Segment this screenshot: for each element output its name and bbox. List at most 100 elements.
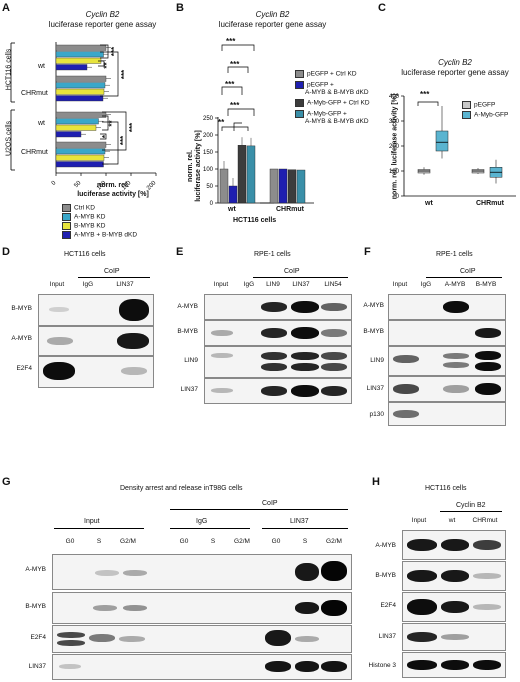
panel-b-title: Cyclin B2 luciferase reporter gene assay: [205, 10, 340, 30]
panel-b-ylabel: norm. rel. luciferase activity [%]: [187, 124, 203, 208]
bar: [55, 64, 88, 71]
panel-d-coip-line: [78, 277, 150, 278]
panel-b-xlabel: HCT116 cells: [233, 217, 277, 224]
panel-f-col-2: IgG: [420, 281, 432, 288]
band: [295, 661, 319, 672]
bar: [228, 185, 238, 204]
band: [43, 362, 75, 380]
panel-h-letter: H: [372, 476, 380, 488]
panel-c-legend-2-label: A-Myb-GFP: [474, 111, 509, 119]
panel-b-legend-5-label: A-Myb-GFP +: [307, 110, 347, 118]
band: [393, 384, 419, 394]
panel-b-sig-1: ***: [226, 37, 236, 46]
band: [261, 386, 287, 396]
panel-a-legend-4-label: A-MYB + B-MYB dKD: [74, 231, 138, 239]
panel-b-legend-5: A-Myb-GFP +: [295, 110, 347, 118]
band: [473, 573, 501, 579]
y-tick-label: 400: [389, 94, 400, 100]
band: [123, 570, 147, 576]
panel-b-legend-6-label: A-MYB & B-MYB dKD: [305, 118, 369, 125]
panel-g-phase-5: S: [210, 538, 216, 545]
panel-e-col-4: LIN37: [292, 281, 310, 288]
panel-a-sig-6: ***: [128, 122, 138, 133]
panel-g-coip: CoIP: [262, 500, 278, 507]
band: [59, 664, 81, 669]
bar: [55, 131, 82, 138]
band: [407, 570, 437, 582]
bar: [269, 168, 279, 204]
band: [443, 301, 469, 313]
band: [473, 540, 501, 550]
band: [441, 660, 469, 670]
panel-c-sig: ***: [420, 90, 430, 99]
bar: [55, 148, 106, 155]
panel-a-row-3: wt: [38, 120, 45, 127]
band: [321, 352, 347, 360]
panel-b-title-gene: Cyclin B2: [255, 10, 290, 19]
band: [261, 302, 287, 312]
x-tick-label: 200: [146, 180, 158, 192]
band: [393, 410, 419, 418]
bar: [55, 141, 107, 148]
panel-f-cells: RPE-1 cells: [436, 251, 473, 258]
panel-b-legend-1-label: pEGFP + Ctrl KD: [307, 70, 357, 78]
panel-a-group-u2os: U2OS cells: [5, 121, 13, 157]
band: [443, 353, 469, 359]
panel-a-legend-2: A-MYB KD: [62, 213, 105, 221]
panel-h-row-4: LIN37: [378, 633, 396, 640]
bar: [278, 168, 288, 204]
panel-d-row-3: E2F4: [16, 365, 32, 372]
band: [441, 634, 469, 640]
panel-b-legend-4: A-Myb-GFP + Ctrl KD: [295, 99, 370, 107]
panel-a-sig-4: **: [107, 120, 117, 127]
bar: [55, 82, 106, 89]
band: [475, 351, 501, 360]
panel-a-row-2: CHRmut: [21, 90, 48, 97]
band: [321, 363, 347, 371]
panel-e-row-1: A-MYB: [177, 303, 198, 310]
panel-d-coip: CoIP: [104, 268, 120, 275]
band: [261, 328, 287, 338]
panel-b-legend-3-label: A-MYB & B-MYB dKD: [305, 89, 369, 96]
panel-a-title-rest: luciferase reporter gene assay: [48, 20, 157, 29]
panel-b-legend-4-label: A-Myb-GFP + Ctrl KD: [307, 99, 370, 107]
panel-f-strip-1: [388, 294, 506, 320]
panel-h-strip-3: [402, 592, 506, 622]
band: [291, 363, 319, 371]
panel-g-phase-9: G2/M: [326, 538, 342, 545]
bar: [55, 57, 102, 64]
panel-g-line-2: [170, 528, 250, 529]
panel-a-legend-1: Ctrl KD: [62, 204, 95, 212]
band: [475, 383, 501, 395]
panel-h-col-1: Input: [411, 517, 427, 524]
panel-a-xlabel: norm. rel. luciferase activity [%]: [58, 181, 168, 199]
x-tick-label: 50: [73, 180, 82, 189]
panel-a-title-gene: Cyclin B2: [85, 10, 120, 19]
panel-a-title: Cyclin B2 luciferase reporter gene assay: [35, 10, 170, 30]
band: [443, 362, 469, 368]
band: [321, 386, 347, 396]
band: [119, 299, 149, 321]
panel-h-col-2: wt: [448, 517, 456, 524]
band: [295, 602, 319, 614]
panel-d-strip-1: [38, 294, 154, 326]
panel-a-sig-1: ***: [110, 46, 120, 57]
y-tick-label: 0: [210, 201, 214, 207]
panel-f-coip-line: [426, 277, 502, 278]
panel-e-strip-4: [204, 378, 352, 404]
panel-e-strip-2: [204, 320, 352, 346]
panel-c-legend-2: A-Myb-GFP: [462, 111, 508, 119]
panel-g-line-1: [54, 528, 144, 529]
panel-a-legend-3-label: B-MYB KD: [74, 222, 106, 230]
bar: [55, 161, 104, 168]
band: [57, 640, 85, 646]
panel-g-coip-line: [170, 509, 348, 510]
band: [321, 303, 347, 311]
panel-a-group-hct: HCT116 cells: [5, 48, 13, 91]
panel-c-ylabel: norm. rel. luciferase activity [%]: [391, 93, 399, 200]
panel-g-phase-8: S: [302, 538, 308, 545]
band: [473, 660, 501, 670]
panel-g-strip-1: [52, 554, 352, 590]
band: [265, 630, 291, 646]
band: [321, 661, 347, 672]
